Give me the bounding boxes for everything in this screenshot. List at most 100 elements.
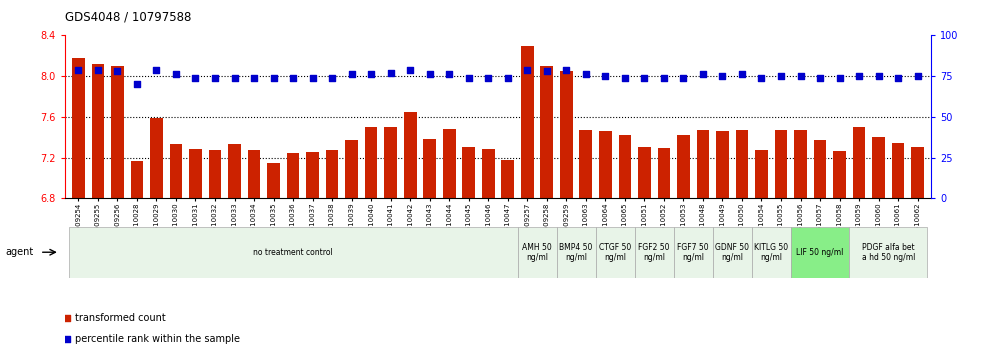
Point xyxy=(871,73,886,79)
Point xyxy=(909,73,925,79)
Bar xyxy=(112,66,124,198)
Text: FGF7 50
ng/ml: FGF7 50 ng/ml xyxy=(677,242,709,262)
Bar xyxy=(657,148,670,198)
Bar xyxy=(92,64,105,198)
Text: transformed count: transformed count xyxy=(75,313,165,323)
Point xyxy=(675,75,691,81)
Text: AMH 50
ng/ml: AMH 50 ng/ml xyxy=(522,242,552,262)
Bar xyxy=(634,227,673,278)
Bar xyxy=(72,58,85,198)
Bar xyxy=(560,71,573,198)
Point xyxy=(226,75,242,81)
Bar xyxy=(189,149,202,198)
Point xyxy=(110,68,125,74)
Bar xyxy=(384,127,397,198)
Point xyxy=(305,75,321,81)
Point xyxy=(754,75,770,81)
Point xyxy=(148,67,164,73)
Point xyxy=(773,73,789,79)
Bar xyxy=(267,162,280,198)
Bar xyxy=(248,150,260,198)
Text: FGF2 50
ng/ml: FGF2 50 ng/ml xyxy=(638,242,670,262)
Bar xyxy=(403,112,416,198)
Bar xyxy=(850,227,927,278)
Point xyxy=(285,75,301,81)
Point xyxy=(714,73,730,79)
Point xyxy=(128,81,145,87)
Bar xyxy=(791,227,850,278)
Bar xyxy=(814,140,827,198)
Point xyxy=(636,75,652,81)
Bar xyxy=(638,147,650,198)
Point xyxy=(500,75,516,81)
Bar xyxy=(518,227,557,278)
Point xyxy=(60,336,76,342)
Bar xyxy=(169,144,182,198)
Point xyxy=(480,75,496,81)
Point xyxy=(461,75,477,81)
Point xyxy=(832,75,848,81)
Text: GDS4048 / 10797588: GDS4048 / 10797588 xyxy=(65,11,191,24)
Point xyxy=(324,75,340,81)
Text: GDNF 50
ng/ml: GDNF 50 ng/ml xyxy=(715,242,749,262)
Point xyxy=(90,67,106,73)
Point xyxy=(441,72,457,77)
Point xyxy=(382,70,398,76)
Bar xyxy=(853,127,866,198)
Bar xyxy=(619,135,631,198)
Point xyxy=(71,67,87,73)
Point xyxy=(246,75,262,81)
Bar xyxy=(911,147,924,198)
Bar xyxy=(713,227,752,278)
Bar xyxy=(673,227,713,278)
Bar xyxy=(677,135,690,198)
Bar xyxy=(306,153,319,198)
Text: percentile rank within the sample: percentile rank within the sample xyxy=(75,334,240,344)
Point xyxy=(656,75,672,81)
Text: LIF 50 ng/ml: LIF 50 ng/ml xyxy=(797,248,844,257)
Text: CTGF 50
ng/ml: CTGF 50 ng/ml xyxy=(599,242,631,262)
Text: no treatment control: no treatment control xyxy=(253,248,333,257)
Bar xyxy=(872,137,884,198)
Bar xyxy=(326,150,339,198)
Point xyxy=(617,75,632,81)
Point xyxy=(539,68,555,74)
Bar xyxy=(228,144,241,198)
Point xyxy=(519,67,535,73)
Point xyxy=(344,72,360,77)
Bar xyxy=(599,131,612,198)
Bar xyxy=(423,139,436,198)
Point xyxy=(559,67,575,73)
Bar xyxy=(596,227,634,278)
Point xyxy=(793,73,809,79)
Bar xyxy=(130,161,143,198)
Text: PDGF alfa bet
a hd 50 ng/ml: PDGF alfa bet a hd 50 ng/ml xyxy=(862,242,915,262)
Point xyxy=(890,75,906,81)
Point xyxy=(812,75,828,81)
Point xyxy=(364,72,379,77)
Point xyxy=(734,72,750,77)
Bar xyxy=(891,143,904,198)
Point xyxy=(402,67,418,73)
Point xyxy=(851,73,867,79)
Bar xyxy=(580,130,593,198)
Bar xyxy=(541,66,553,198)
Point xyxy=(168,72,184,77)
Bar xyxy=(209,150,221,198)
Text: BMP4 50
ng/ml: BMP4 50 ng/ml xyxy=(560,242,593,262)
Bar xyxy=(521,46,534,198)
Bar xyxy=(696,130,709,198)
Bar xyxy=(775,130,787,198)
Bar xyxy=(462,147,475,198)
Bar xyxy=(346,140,358,198)
Text: KITLG 50
ng/ml: KITLG 50 ng/ml xyxy=(754,242,788,262)
Point xyxy=(266,75,282,81)
Point xyxy=(598,73,614,79)
Bar xyxy=(557,227,596,278)
Point xyxy=(421,72,437,77)
Bar xyxy=(150,118,162,198)
Point xyxy=(695,72,711,77)
Point xyxy=(187,75,203,81)
Bar xyxy=(752,227,791,278)
Bar xyxy=(716,131,729,198)
